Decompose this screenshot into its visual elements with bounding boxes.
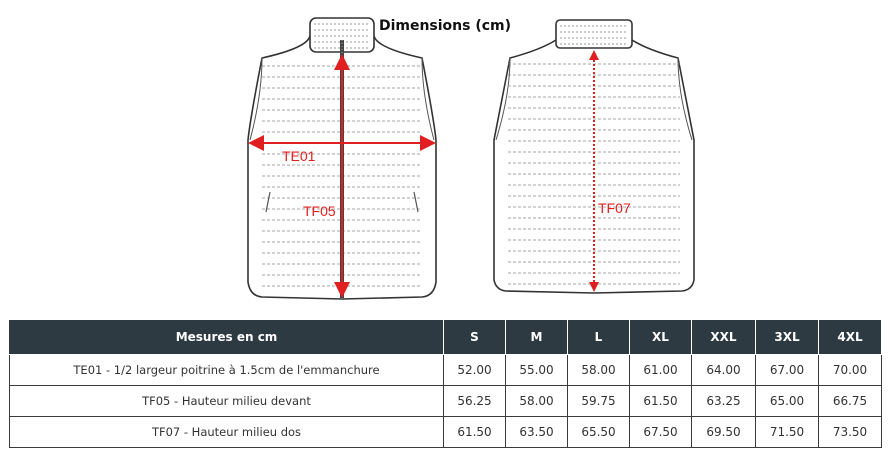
- header-size: M: [505, 319, 568, 355]
- vest-front-armhole-left: [249, 57, 263, 141]
- size-value: 63.25: [691, 385, 756, 417]
- size-value: 61.50: [629, 385, 692, 417]
- vest-front-armhole-right: [421, 57, 435, 141]
- table-header-row: Mesures en cm S M L XL XXL 3XL 4XL: [9, 319, 882, 355]
- size-value: 58.00: [567, 354, 630, 386]
- size-value: 65.00: [755, 385, 819, 417]
- diagram-title: Dimensions (cm): [378, 18, 512, 34]
- row-label: TE01 - 1/2 largeur poitrine à 1.5cm de l…: [9, 354, 444, 386]
- vest-back-armhole-left: [495, 57, 511, 141]
- header-size: XL: [629, 319, 692, 355]
- tf05-label: TF05: [303, 203, 336, 219]
- row-label: TF07 - Hauteur milieu dos: [9, 416, 444, 448]
- te01-label: TE01: [282, 148, 316, 164]
- row-label: TF05 - Hauteur milieu devant: [9, 385, 444, 417]
- table-row: TE01 - 1/2 largeur poitrine à 1.5cm de l…: [9, 354, 882, 386]
- vest-diagram: TE01 TF05 TF07: [247, 17, 695, 300]
- size-table: Mesures en cm S M L XL XXL 3XL 4XL TE01 - 1/2 l…: [9, 319, 882, 448]
- size-value: 52.00: [443, 354, 506, 386]
- table-row: TF07 - Hauteur milieu dos 61.50 63.50 65.50…: [9, 416, 882, 448]
- header-size: 3XL: [755, 319, 819, 355]
- size-value: 56.25: [443, 385, 506, 417]
- size-value: 71.50: [755, 416, 819, 448]
- header-size: S: [443, 319, 506, 355]
- vest-front-pocket-left: [265, 191, 271, 213]
- size-value: 73.50: [818, 416, 882, 448]
- tf07-label: TF07: [598, 200, 631, 216]
- size-value: 66.75: [818, 385, 882, 417]
- size-value: 63.50: [505, 416, 568, 448]
- size-value: 61.00: [629, 354, 692, 386]
- size-value: 61.50: [443, 416, 506, 448]
- vest-front-pocket-right: [413, 191, 419, 213]
- vest-back-armhole-right: [677, 57, 693, 141]
- size-value: 65.50: [567, 416, 630, 448]
- header-size: XXL: [691, 319, 756, 355]
- size-value: 69.50: [691, 416, 756, 448]
- size-value: 70.00: [818, 354, 882, 386]
- vest-back-collar: [555, 19, 633, 49]
- size-value: 67.50: [629, 416, 692, 448]
- size-value: 58.00: [505, 385, 568, 417]
- table-row: TF05 - Hauteur milieu devant 56.25 58.00 59…: [9, 385, 882, 417]
- size-value: 64.00: [691, 354, 756, 386]
- size-value: 67.00: [755, 354, 819, 386]
- header-size: 4XL: [818, 319, 882, 355]
- header-measure: Mesures en cm: [9, 319, 444, 355]
- header-size: L: [567, 319, 630, 355]
- size-value: 55.00: [505, 354, 568, 386]
- size-value: 59.75: [567, 385, 630, 417]
